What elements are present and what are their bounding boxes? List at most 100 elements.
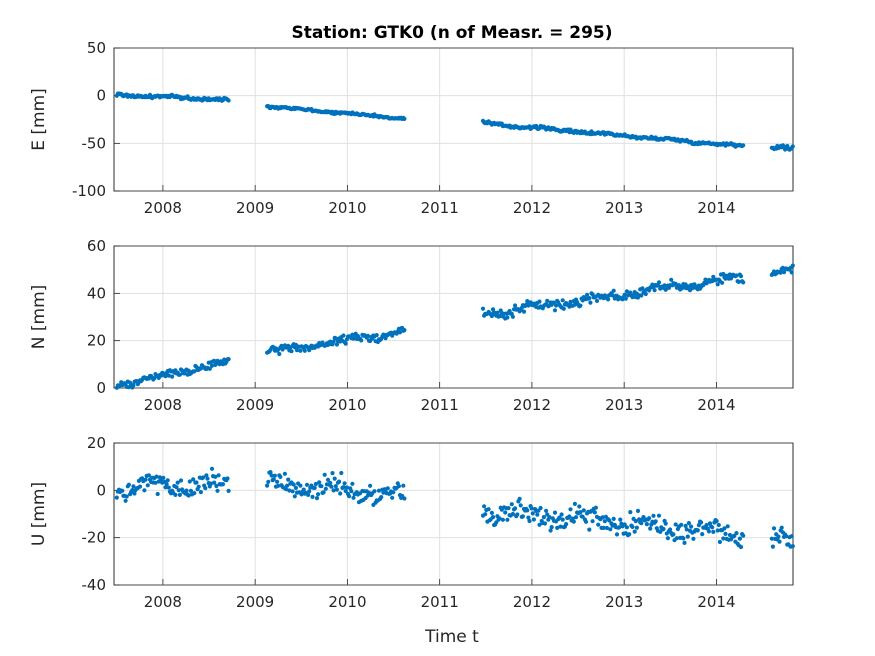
data-point (585, 292, 590, 297)
data-point (302, 348, 307, 353)
y-axis-label-east: E [mm] (29, 88, 49, 151)
data-point (594, 298, 600, 303)
data-point (130, 488, 135, 493)
data-point (376, 488, 382, 493)
data-point (374, 333, 379, 338)
data-point (330, 471, 335, 476)
x-tick-label: 2009 (236, 593, 274, 611)
data-point (178, 478, 184, 483)
data-point (741, 280, 746, 285)
x-tick-label: 2014 (697, 199, 735, 217)
data-point (648, 526, 653, 531)
data-point (381, 490, 386, 495)
data-point (547, 515, 552, 520)
data-point (545, 298, 550, 303)
data-point (486, 507, 491, 512)
data-point (676, 283, 682, 288)
data-point (548, 528, 553, 533)
data-point (277, 351, 282, 357)
x-tick-label: 2014 (697, 396, 735, 414)
data-point (560, 298, 565, 303)
data-point (316, 492, 321, 497)
data-point (146, 473, 151, 478)
x-tick-label: 2008 (144, 396, 182, 414)
data-point (293, 485, 298, 490)
x-tick-label: 2010 (328, 593, 366, 611)
data-point (271, 477, 276, 482)
data-point (287, 488, 292, 493)
data-point (720, 280, 725, 285)
data-point (278, 474, 283, 479)
data-point (379, 495, 384, 500)
data-point (552, 510, 558, 515)
data-point (292, 494, 297, 499)
panel-east: 2008 2009 2010 2011 2012 2013 2014 50 0 -50 -100 E … (29, 39, 795, 217)
data-point (490, 515, 496, 520)
data-point (521, 309, 527, 314)
data-point (578, 509, 583, 515)
data-point (196, 484, 201, 489)
data-point (593, 505, 599, 510)
data-point (606, 297, 611, 302)
data-point (123, 498, 128, 503)
data-point (334, 487, 339, 492)
data-point (208, 481, 213, 486)
data-point (686, 521, 692, 526)
x-tick-label: 2012 (513, 199, 551, 217)
x-tick-label: 2012 (513, 396, 551, 414)
data-point (344, 485, 349, 490)
x-tick-label: 2008 (144, 199, 182, 217)
data-point (314, 496, 320, 501)
data-point (338, 491, 343, 496)
data-point (289, 349, 294, 354)
data-point (554, 303, 559, 308)
data-point (365, 333, 370, 338)
data-point (592, 510, 597, 515)
data-point (710, 525, 715, 530)
data-point (351, 495, 356, 500)
data-point (341, 333, 346, 338)
data-point (272, 473, 277, 478)
data-point (611, 516, 616, 522)
data-point (714, 519, 719, 524)
data-point (734, 273, 739, 278)
data-points-north (114, 263, 795, 390)
data-point (489, 510, 494, 515)
data-point (506, 506, 511, 511)
data-point (622, 292, 627, 297)
data-point (716, 522, 721, 528)
x-tick-label: 2008 (144, 593, 182, 611)
data-point (282, 471, 287, 476)
data-point (630, 524, 635, 530)
data-point (164, 482, 169, 487)
data-point (312, 485, 317, 490)
data-point (628, 509, 633, 515)
data-point (689, 524, 694, 529)
data-point (290, 489, 295, 494)
data-point (350, 481, 355, 486)
y-tick-label: -40 (82, 576, 107, 594)
data-point (155, 491, 160, 497)
data-point (329, 484, 334, 489)
data-point (349, 489, 354, 494)
data-point (695, 528, 700, 533)
data-point (131, 484, 136, 489)
data-point (525, 508, 530, 513)
data-point (683, 523, 688, 529)
data-point (602, 519, 607, 524)
data-point (174, 485, 179, 490)
data-point (706, 529, 712, 534)
data-point (663, 521, 668, 526)
data-point (596, 522, 601, 527)
data-point (577, 504, 582, 509)
data-point (639, 521, 644, 526)
data-point (204, 473, 209, 478)
data-point (265, 483, 270, 488)
data-point (665, 536, 671, 541)
data-point (567, 514, 572, 519)
data-point (608, 527, 613, 532)
data-point (552, 308, 558, 313)
data-point (225, 476, 230, 481)
data-point (651, 513, 656, 518)
